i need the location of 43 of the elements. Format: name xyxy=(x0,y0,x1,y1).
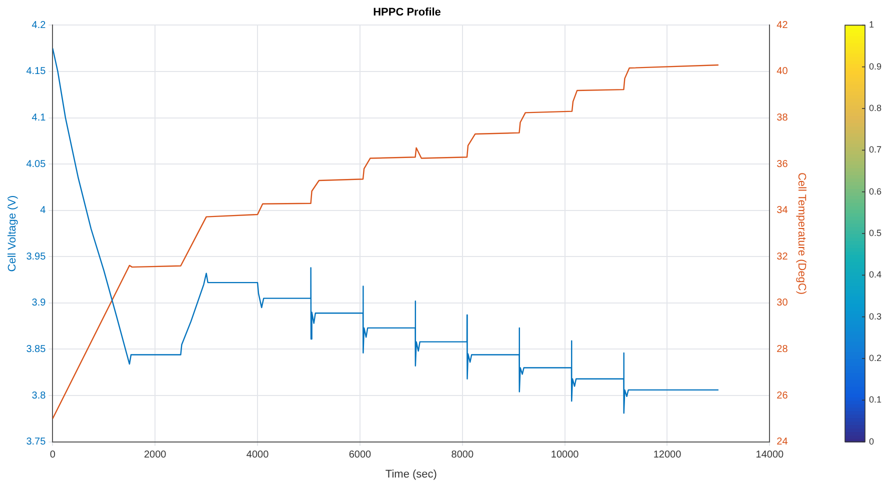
y2-tick-label: 36 xyxy=(776,158,788,170)
x-tick-label: 12000 xyxy=(653,450,682,461)
color-bar-label: 0.2 xyxy=(869,352,882,363)
color-bar-label: 0.7 xyxy=(869,144,882,155)
x-tick-label: 6000 xyxy=(348,450,372,461)
color-bar-label: 0.9 xyxy=(869,61,882,72)
color-bar-label: 0.8 xyxy=(869,103,882,114)
y-tick-label: 3.95 xyxy=(26,251,46,262)
y-tick-label: 3.8 xyxy=(32,390,46,402)
y-tick-label: 3.9 xyxy=(32,298,46,309)
y-axis-title: Cell Voltage (V) xyxy=(6,195,19,272)
y-tick-label: 4 xyxy=(40,205,46,216)
y2-tick-label: 34 xyxy=(776,205,788,216)
color-bar-label: 0.1 xyxy=(869,394,882,405)
color-bar-label: 0.6 xyxy=(869,186,882,196)
y-tick-label: 3.85 xyxy=(26,344,46,355)
x-tick-label: 8000 xyxy=(451,450,474,461)
y2-tick-label: 24 xyxy=(776,436,788,448)
x-tick-label: 4000 xyxy=(246,450,270,461)
y2-tick-label: 28 xyxy=(776,344,788,355)
y-tick-label: 4.05 xyxy=(26,158,46,170)
y2-axis-title: Cell Temperature (DegC) xyxy=(795,172,808,295)
y-tick-label: 3.75 xyxy=(26,436,46,448)
y2-tick-label: 32 xyxy=(776,251,788,262)
x-tick-label: 14000 xyxy=(756,450,784,461)
color-bar-label: 0.3 xyxy=(869,311,882,322)
y2-tick-label: 38 xyxy=(776,112,788,124)
color-bar-label: 0.5 xyxy=(869,228,882,238)
color-bar-label: 1 xyxy=(869,20,874,30)
x-tick-label: 2000 xyxy=(144,450,167,461)
chart-title: HPPC Profile xyxy=(373,6,441,19)
y2-tick-label: 26 xyxy=(776,390,788,402)
color-bar-label: 0.4 xyxy=(869,270,882,280)
color-bar-label: 0 xyxy=(869,436,874,446)
x-tick-label: 10000 xyxy=(550,450,580,461)
x-tick-label: 0 xyxy=(50,450,56,461)
y-tick-label: 4.2 xyxy=(32,20,46,31)
y-tick-label: 4.15 xyxy=(26,66,46,78)
y2-tick-label: 42 xyxy=(776,20,788,31)
x-axis-title: Time (sec) xyxy=(385,468,437,480)
y2-tick-label: 30 xyxy=(776,298,788,309)
y-tick-label: 4.1 xyxy=(32,112,46,124)
y2-tick-label: 40 xyxy=(776,66,788,78)
